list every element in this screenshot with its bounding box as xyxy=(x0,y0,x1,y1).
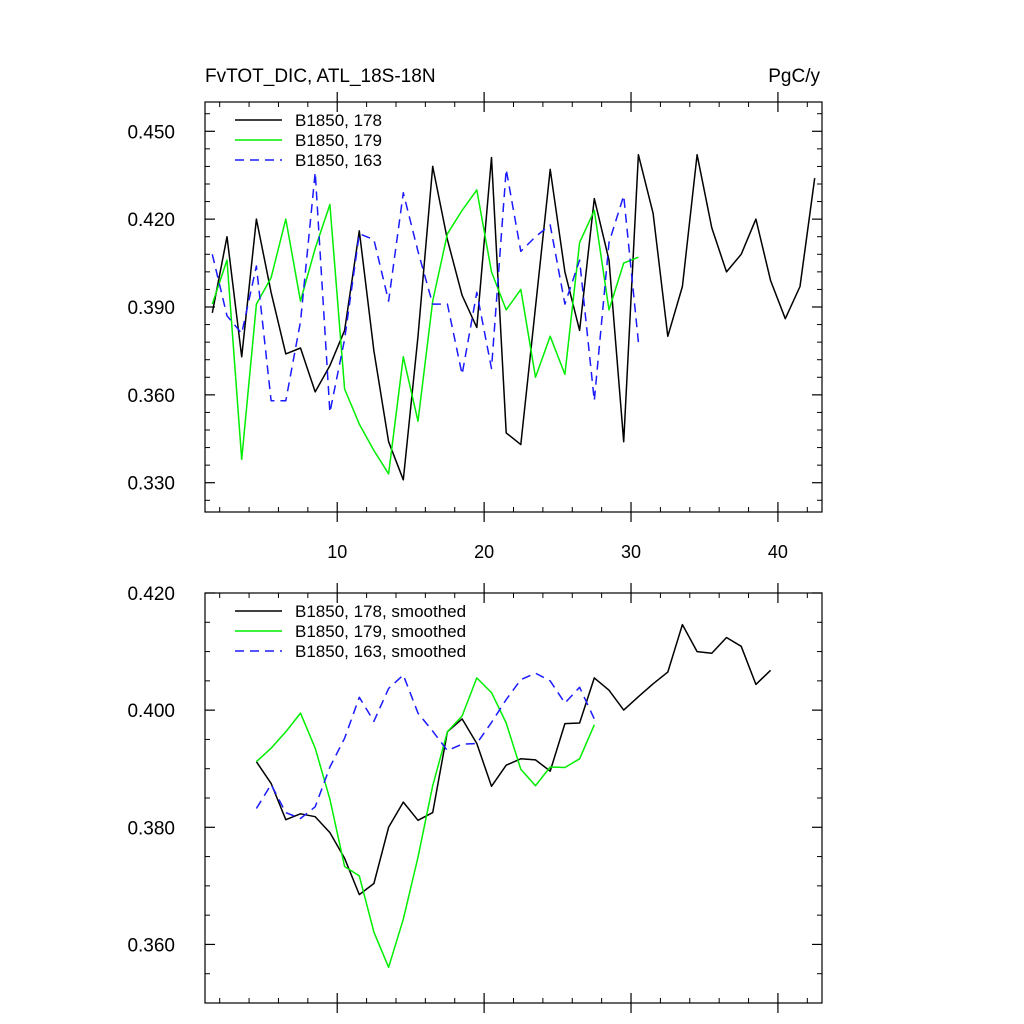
series-line-3 xyxy=(211,168,640,414)
series-line-2 xyxy=(211,189,639,475)
y-tick-label: 0.400 xyxy=(127,701,175,722)
series-line-2 xyxy=(255,677,595,969)
legend-label: B1850, 163, smoothed xyxy=(295,642,466,661)
x-tick-label: 30 xyxy=(621,542,641,562)
x-tick-label: 40 xyxy=(768,542,788,562)
legend-label: B1850, 178 xyxy=(295,111,382,130)
x-tick-label: 10 xyxy=(327,542,347,562)
legend-label: B1850, 179, smoothed xyxy=(295,622,466,641)
y-tick-label: 0.360 xyxy=(127,935,175,956)
series-line-1 xyxy=(255,623,772,896)
y-tick-label: 0.390 xyxy=(127,298,175,319)
legend-label: B1850, 163 xyxy=(295,151,382,170)
legend-label: B1850, 179 xyxy=(295,131,382,150)
y-tick-label: 0.420 xyxy=(127,210,175,231)
series-line-1 xyxy=(211,153,816,481)
chart-title-left: FvTOT_DIC, ATL_18S-18N xyxy=(205,66,436,87)
series-line-3 xyxy=(255,672,595,820)
chart-units: PgC/y xyxy=(768,66,820,87)
y-tick-label: 0.360 xyxy=(127,386,175,407)
legend-label: B1850, 178, smoothed xyxy=(295,602,466,621)
y-tick-label: 0.420 xyxy=(127,584,175,605)
y-tick-label: 0.450 xyxy=(127,122,175,143)
x-tick-label: 20 xyxy=(474,542,494,562)
top-panel: 10 20 30 40 0.330 0.360 0.390 0.420 0.450 B1850, … xyxy=(127,92,823,562)
bottom-panel: 0.360 0.380 0.400 0.420 B1850, 178, smoothed… xyxy=(127,583,823,1013)
y-tick-label: 0.330 xyxy=(127,474,175,495)
y-tick-label: 0.380 xyxy=(127,818,175,839)
